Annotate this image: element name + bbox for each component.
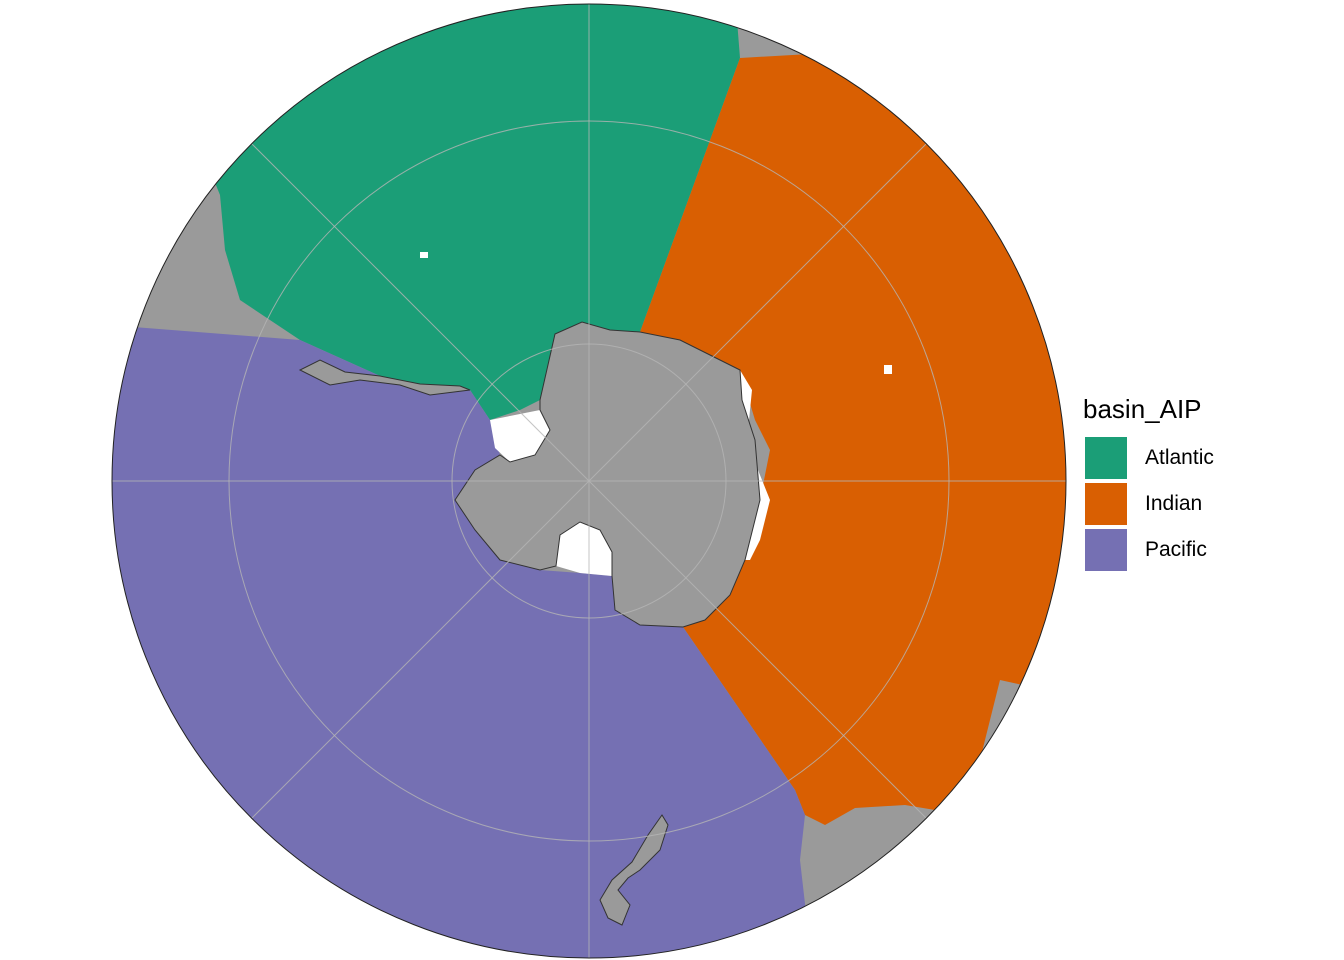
map-outline — [111, 3, 1067, 959]
legend: basin_AIP Atlantic Indian Pacific — [1083, 394, 1214, 573]
legend-key-pacific — [1085, 529, 1127, 571]
meridian-line — [588, 143, 927, 482]
coastal-gap-east — [740, 370, 770, 560]
ross-ice-shelf — [556, 522, 612, 576]
legend-key-atlantic — [1085, 437, 1127, 479]
antarctica-landmass — [454, 321, 761, 628]
kerguelen-island — [884, 365, 892, 374]
meridian-line — [251, 480, 590, 819]
legend-item-atlantic: Atlantic — [1083, 435, 1214, 481]
pacific-basin-region — [112, 325, 808, 958]
antarctic-peninsula — [298, 359, 471, 396]
legend-item-pacific: Pacific — [1083, 527, 1214, 573]
legend-label-pacific: Pacific — [1145, 538, 1207, 561]
legend-item-indian: Indian — [1083, 481, 1214, 527]
south-georgia-island — [420, 252, 428, 258]
graticule — [112, 4, 1066, 958]
meridian-line — [251, 143, 590, 482]
parallel-circle — [228, 120, 950, 842]
parallel-circle — [451, 343, 727, 619]
legend-label-indian: Indian — [1145, 492, 1203, 515]
legend-title: basin_AIP — [1083, 394, 1202, 424]
weddell-ice-shelf — [490, 410, 550, 462]
indian-basin-region — [640, 52, 1066, 825]
legend-items: Atlantic Indian Pacific — [1083, 435, 1214, 573]
legend-key-indian — [1085, 483, 1127, 525]
meridian-line — [588, 480, 927, 819]
legend-label-atlantic: Atlantic — [1145, 446, 1214, 469]
new-zealand — [599, 814, 669, 926]
atlantic-basin-region — [205, 4, 740, 420]
